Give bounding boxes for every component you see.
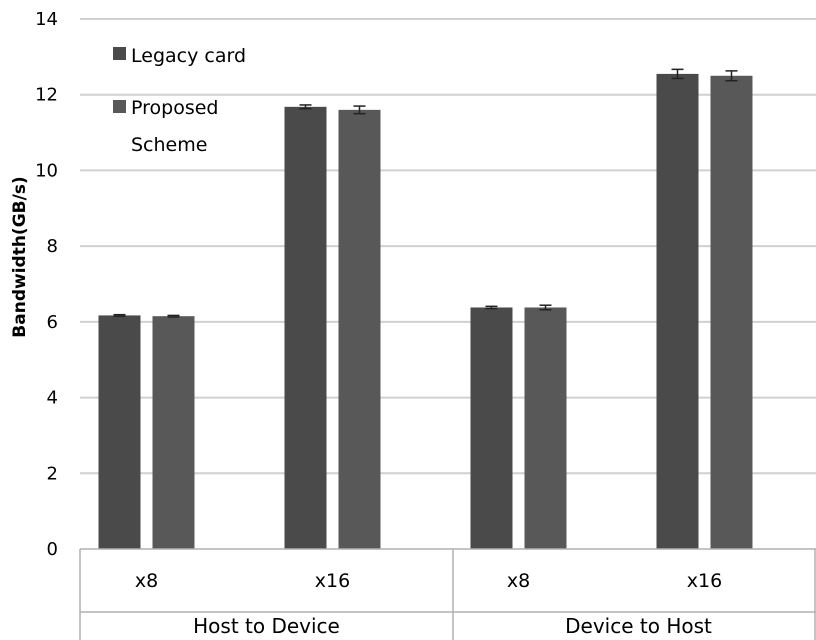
x-tick-label: x8 [135,570,158,592]
x-tick-label: x8 [507,570,530,592]
x-axis: x8 x16 x8 x16 Host to Device Device to Host [79,548,816,640]
x-tick-label: x16 [315,570,350,592]
legend-swatch [113,100,126,113]
bar [284,106,327,549]
y-tick-label: 0 [47,539,58,560]
bar [710,75,753,550]
legend: Legacy card Proposed Scheme [113,45,246,156]
y-axis-label: Bandwidth(GB/s) [10,176,30,337]
bar [470,307,513,549]
legend-label: Proposed Scheme [131,97,218,156]
bar [152,316,195,549]
bar [98,315,141,549]
y-tick-label: 10 [35,160,58,181]
legend-label: Legacy card [131,45,246,67]
bar [338,109,381,549]
bar [656,73,699,550]
x-tick-label: x16 [687,570,722,592]
y-tick-label: 4 [47,388,58,409]
bars [98,68,753,550]
y-axis-ticks: 0 2 4 6 8 10 12 14 [35,9,58,560]
y-tick-label: 2 [47,463,58,484]
y-tick-label: 6 [47,312,58,333]
bar [524,307,567,549]
x-group-label: Device to Host [565,614,712,638]
y-tick-label: 12 [35,85,58,106]
y-tick-label: 8 [47,236,58,257]
gridlines [80,18,816,475]
x-group-label: Host to Device [193,614,340,638]
y-tick-label: 14 [35,9,58,30]
legend-swatch [113,47,126,60]
